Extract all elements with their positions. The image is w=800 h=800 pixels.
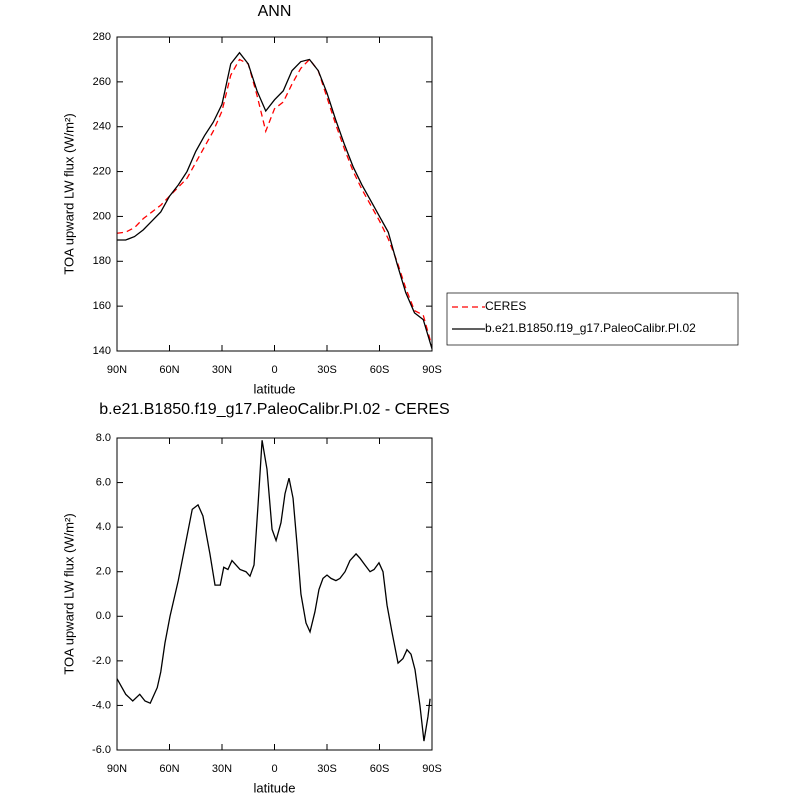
y-tick-label: -2.0 — [92, 655, 111, 667]
x-tick-label: 60N — [159, 763, 179, 775]
x-tick-label: 30N — [212, 364, 232, 376]
data-line — [116, 58, 433, 347]
x-axis-label: latitude — [254, 780, 296, 795]
y-tick-label: 240 — [93, 121, 111, 133]
plot: ANN latitude TOA upward LW flux (W/m²) 90N 6… — [61, 3, 739, 396]
x-tick-label: 0 — [271, 364, 277, 376]
y-tick-label: 220 — [93, 165, 111, 177]
chart-title: ANN — [258, 3, 292, 20]
y-axis-label: TOA upward LW flux (W/m²) — [61, 113, 76, 274]
y-tick-label: 6.0 — [96, 476, 111, 488]
x-tick-label: 30N — [212, 763, 232, 775]
x-tick-label: 30S — [317, 763, 337, 775]
plot: b.e21.B1850.f19_g17.PaleoCalibr.PI.02 - … — [61, 401, 449, 795]
y-tick-label: 4.0 — [96, 521, 111, 533]
x-tick-label: 90S — [422, 763, 442, 775]
y-tick-label: 8.0 — [96, 432, 111, 444]
data-line — [116, 440, 431, 742]
y-tick-label: 140 — [93, 345, 111, 357]
x-tick-label: 30S — [317, 364, 337, 376]
legend-label: b.e21.B1850.f19_g17.PaleoCalibr.PI.02 — [485, 321, 696, 335]
y-tick-label: 200 — [93, 210, 111, 222]
y-tick-label: 160 — [93, 300, 111, 312]
legend-label: CERES — [485, 299, 526, 313]
x-tick-label: 60S — [370, 364, 390, 376]
x-tick-label: 0 — [271, 763, 277, 775]
y-axis-label: TOA upward LW flux (W/m²) — [61, 513, 76, 674]
plot-frame — [116, 36, 433, 352]
data-line — [117, 51, 433, 349]
y-tick-label: 280 — [93, 31, 111, 43]
x-axis-label: latitude — [254, 381, 296, 396]
x-tick-label: 60N — [159, 364, 179, 376]
y-tick-label: 260 — [93, 76, 111, 88]
x-tick-label: 60S — [370, 763, 390, 775]
x-tick-label: 90N — [107, 763, 127, 775]
y-tick-label: 2.0 — [96, 566, 111, 578]
x-tick-label: 90N — [107, 364, 127, 376]
legend-box — [446, 292, 739, 346]
y-tick-label: 0.0 — [96, 610, 111, 622]
plot-frame — [116, 437, 433, 751]
y-tick-label: -4.0 — [92, 699, 111, 711]
chart-title: b.e21.B1850.f19_g17.PaleoCalibr.PI.02 - … — [99, 401, 449, 418]
y-tick-label: -6.0 — [92, 744, 111, 756]
x-tick-label: 90S — [422, 364, 442, 376]
y-tick-label: 180 — [93, 255, 111, 267]
